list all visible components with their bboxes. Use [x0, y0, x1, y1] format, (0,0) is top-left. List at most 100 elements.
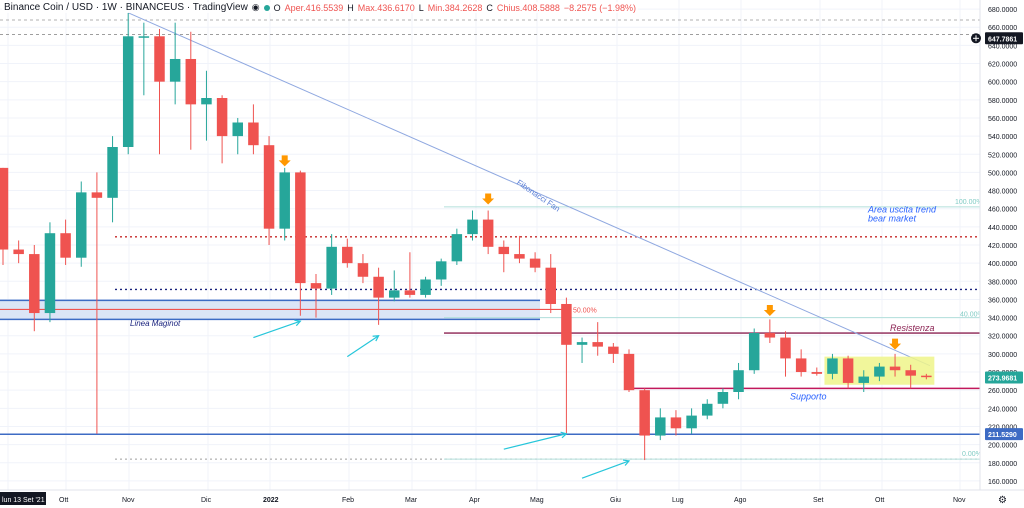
time-marker [0, 492, 46, 505]
price-tick-label: 600.0000 [988, 80, 1017, 87]
candle-body[interactable] [702, 403, 713, 416]
candle-body[interactable] [232, 122, 244, 137]
candle-body[interactable] [295, 172, 306, 284]
candle-body[interactable] [842, 358, 854, 383]
candle-body[interactable] [44, 233, 56, 314]
candle-body[interactable] [921, 375, 932, 378]
candle-body[interactable] [717, 392, 729, 404]
candle-body[interactable] [169, 58, 181, 82]
candle-body[interactable] [733, 370, 744, 392]
candle-body[interactable] [201, 98, 212, 105]
candle-body[interactable] [498, 246, 510, 255]
cyan-arrow-head [372, 335, 380, 342]
candle-body[interactable] [608, 346, 619, 354]
price-tick-label: 180.0000 [988, 461, 1017, 468]
cyan-arrow-head [294, 319, 302, 327]
close-value: Chius.408.5888 [496, 2, 560, 13]
candle-body[interactable] [154, 36, 165, 82]
candle-body[interactable] [780, 337, 791, 359]
price-tick-label: 620.0000 [988, 62, 1017, 69]
candle-body[interactable] [748, 333, 760, 371]
candle-body[interactable] [373, 276, 384, 298]
candle-body[interactable] [404, 290, 416, 295]
candle-body[interactable] [623, 353, 635, 391]
fib-40-label: 40.00% [960, 312, 984, 319]
candle-body[interactable] [342, 246, 353, 264]
candle-body[interactable] [592, 342, 603, 347]
candle-body[interactable] [905, 370, 916, 376]
candle-body[interactable] [216, 98, 228, 137]
candle-body[interactable] [279, 172, 290, 229]
candle-body[interactable] [29, 254, 40, 314]
candle-body[interactable] [811, 372, 823, 374]
low-value: Min.384.2628 [427, 2, 483, 13]
market-status-dot [263, 4, 270, 11]
price-tick-label: 240.0000 [988, 406, 1017, 413]
maginot-label: Linea Maginot [130, 319, 181, 328]
candle-body[interactable] [482, 219, 494, 247]
fib-0-label: 0.00% [962, 451, 982, 458]
time-tick-label: Nov [953, 497, 966, 504]
candle-body[interactable] [874, 366, 885, 377]
price-tick-label: 400.0000 [988, 261, 1017, 268]
price-tick-label: 440.0000 [988, 225, 1017, 232]
candle-body[interactable] [389, 290, 400, 298]
cyan-arrow-head [560, 431, 568, 439]
fib-50-label: 50.00% [573, 307, 597, 314]
candle-body[interactable] [76, 192, 87, 258]
candle-body[interactable] [795, 358, 807, 373]
candle-body[interactable] [451, 234, 463, 262]
fib-100-label: 100.00% [955, 199, 983, 206]
candle-body[interactable] [764, 333, 776, 338]
candle-body[interactable] [263, 145, 275, 229]
candle-body[interactable] [686, 415, 697, 429]
candle-body[interactable] [185, 58, 197, 105]
time-tick-label: Ott [59, 497, 68, 504]
gear-icon: ⚙ [998, 495, 1007, 506]
candle-body[interactable] [514, 254, 525, 259]
price-tick-label: 200.0000 [988, 443, 1017, 450]
cyan-arrow-icon [581, 460, 630, 479]
time-tick-label: Feb [342, 497, 354, 504]
candle-body[interactable] [639, 390, 650, 436]
candle-body[interactable] [91, 192, 103, 198]
candle-body[interactable] [435, 261, 447, 280]
candle-body[interactable] [326, 246, 337, 289]
candle-body[interactable] [60, 233, 71, 258]
price-axis-bg [980, 0, 1024, 508]
candle-body[interactable] [122, 36, 134, 147]
candle-body[interactable] [107, 147, 118, 198]
orange-arrow-icon [889, 338, 902, 350]
candle-body[interactable] [889, 366, 901, 371]
candle-body[interactable] [827, 358, 838, 374]
low-label: L [418, 2, 424, 13]
price-tick-label: 160.0000 [988, 479, 1017, 486]
candle-body[interactable] [561, 303, 572, 345]
candle-body[interactable] [576, 342, 588, 345]
candle-body[interactable] [0, 167, 9, 250]
candle-body[interactable] [138, 36, 150, 38]
price-tick-label: 660.0000 [988, 25, 1017, 32]
price-tick-label: 520.0000 [988, 152, 1017, 159]
candle-body[interactable] [655, 417, 666, 436]
eye-icon[interactable]: ◉ [251, 2, 260, 12]
candle-body[interactable] [248, 122, 259, 146]
candle-body[interactable] [545, 267, 557, 304]
candle-body[interactable] [357, 263, 369, 277]
candle-body[interactable] [310, 283, 322, 289]
price-tick-label: 480.0000 [988, 189, 1017, 196]
candle-body[interactable] [670, 417, 682, 429]
time-tick-label: Ott [875, 497, 884, 504]
price-tick-label: 380.0000 [988, 279, 1017, 286]
area-uscita-label: Area uscita trend [867, 204, 937, 214]
price-marker [985, 32, 1023, 45]
candle-body[interactable] [467, 219, 478, 235]
candle-body[interactable] [529, 258, 541, 268]
price-tick-label: 320.0000 [988, 334, 1017, 341]
candle-body[interactable] [420, 279, 431, 295]
candle-body[interactable] [858, 376, 870, 383]
candle-body[interactable] [13, 249, 24, 255]
fibonacci-fan-line [127, 12, 931, 367]
time-tick-label: Giu [610, 497, 621, 504]
